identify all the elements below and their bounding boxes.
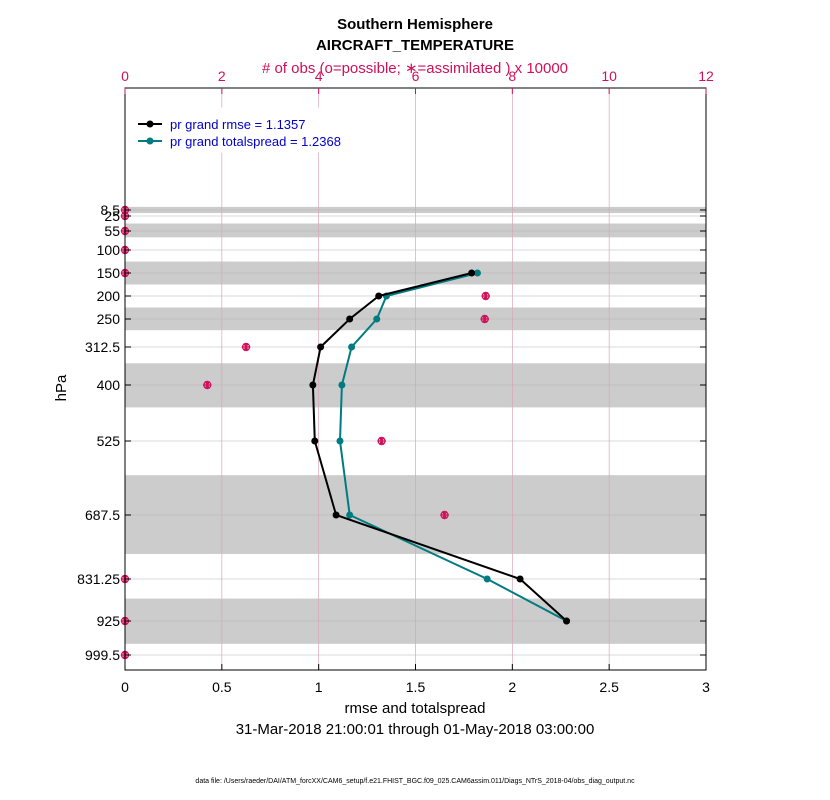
- top-tick-label: 8: [508, 68, 516, 84]
- series-point-totalspread: [338, 381, 346, 389]
- series-point-totalspread: [373, 315, 381, 323]
- x-axis-label: rmse and totalspread: [345, 700, 486, 717]
- series-point-totalspread: [473, 269, 481, 277]
- left-tick-label: 55: [104, 223, 120, 239]
- left-tick-label: 525: [97, 433, 121, 449]
- y-axis-label: hPa: [53, 374, 70, 401]
- obs-assimilated-marker: [481, 291, 490, 301]
- series-point-rmse: [317, 343, 325, 351]
- series-group: [309, 269, 571, 625]
- chart-title: Southern Hemisphere: [337, 16, 493, 33]
- series-point-rmse: [346, 315, 354, 323]
- chart-subtitle: AIRCRAFT_TEMPERATURE: [316, 37, 514, 54]
- left-tick-label: 831.25: [77, 571, 120, 587]
- series-point-totalspread: [346, 511, 354, 519]
- series-point-rmse: [468, 269, 476, 277]
- left-tick-label: 8.5: [101, 202, 121, 218]
- bottom-tick-label: 2: [508, 679, 516, 695]
- series-point-rmse: [311, 437, 319, 445]
- bottom-tick-label: 3: [702, 679, 710, 695]
- legend-label-rmse: pr grand rmse = 1.1357: [170, 117, 306, 132]
- left-tick-label: 200: [97, 288, 121, 304]
- top-tick-label: 10: [601, 68, 617, 84]
- left-tick-label: 100: [97, 242, 121, 258]
- series-point-totalspread: [336, 437, 344, 445]
- series-point-rmse: [375, 292, 383, 300]
- top-axis-label: # of obs (o=possible; ∗=assimilated ) x …: [262, 60, 568, 77]
- bottom-tick-label: 0.5: [212, 679, 232, 695]
- obs-assimilated-marker: [480, 314, 489, 324]
- left-tick-label: 250: [97, 311, 121, 327]
- left-tick-label: 400: [97, 377, 121, 393]
- bottom-tick-label: 1: [315, 679, 323, 695]
- top-tick-label: 0: [121, 68, 129, 84]
- top-tick-label: 6: [412, 68, 420, 84]
- series-point-totalspread: [483, 575, 491, 583]
- series-point-rmse: [563, 617, 571, 625]
- series-point-rmse: [516, 575, 524, 583]
- obs-assimilated-marker: [377, 436, 386, 446]
- left-tick-label: 312.5: [85, 339, 120, 355]
- left-tick-label: 25: [104, 208, 120, 224]
- date-range: 31-Mar-2018 21:00:01 through 01-May-2018…: [236, 721, 595, 738]
- obs-assimilated-marker: [440, 510, 449, 520]
- obs-assimilated-marker: [241, 342, 251, 352]
- left-tick-label: 999.5: [85, 647, 120, 663]
- series-point-totalspread: [348, 343, 356, 351]
- bottom-tick-label: 0: [121, 679, 129, 695]
- legend-marker-totalspread: [146, 137, 154, 145]
- grid-lines: [125, 88, 706, 670]
- top-tick-label: 4: [315, 68, 323, 84]
- legend: pr grand rmse = 1.1357 pr grand totalspr…: [130, 107, 372, 153]
- top-tick-label: 12: [698, 68, 714, 84]
- legend-box: [130, 107, 372, 153]
- legend-label-totalspread: pr grand totalspread = 1.2368: [170, 134, 341, 149]
- series-point-rmse: [309, 381, 317, 389]
- bottom-tick-label: 1.5: [406, 679, 426, 695]
- data-file-footer: data file: /Users/raeder/DAI/ATM_forcXX/…: [195, 778, 635, 785]
- left-tick-label: 687.5: [85, 507, 120, 523]
- legend-marker-rmse: [146, 120, 154, 128]
- obs-assimilated-marker: [203, 380, 212, 390]
- top-tick-label: 2: [218, 68, 226, 84]
- left-tick-label: 150: [97, 265, 121, 281]
- left-tick-label: 925: [97, 613, 121, 629]
- bottom-tick-label: 2.5: [599, 679, 619, 695]
- series-point-rmse: [332, 511, 340, 519]
